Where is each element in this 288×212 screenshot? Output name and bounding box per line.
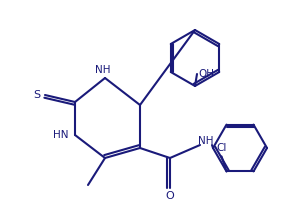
Text: NH: NH — [95, 65, 111, 75]
Text: S: S — [33, 90, 41, 100]
Text: O: O — [166, 191, 174, 201]
Text: NH: NH — [198, 136, 214, 146]
Text: OH: OH — [198, 69, 214, 79]
Text: Cl: Cl — [216, 143, 227, 153]
Text: HN: HN — [53, 130, 69, 140]
